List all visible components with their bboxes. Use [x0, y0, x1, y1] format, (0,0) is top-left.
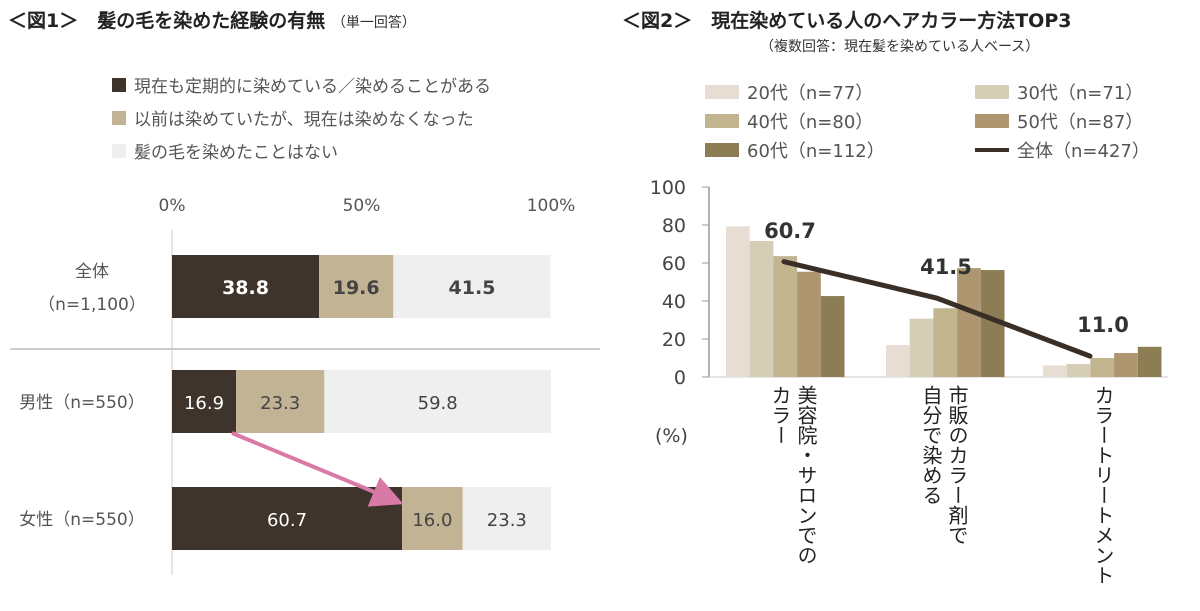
data-label: 16.0 [412, 510, 452, 531]
line-data-label: 41.5 [920, 255, 972, 279]
y-tick-label: 100 [650, 177, 686, 199]
y-tick-label: 0 [674, 367, 686, 389]
bar [749, 240, 774, 377]
bar [957, 268, 981, 377]
bar-segment [324, 370, 551, 433]
line-data-label: 60.7 [764, 219, 816, 243]
bar-segment [402, 487, 463, 550]
legend-label: 以前は染めていたが、現在は染めなくなった [134, 110, 474, 130]
category-label: 女性（n=550） [19, 510, 144, 530]
bar-segment [319, 255, 394, 318]
bar-segment [393, 255, 551, 318]
legend-item: 以前は染めていたが、現在は染めなくなった [112, 105, 474, 130]
chart1-title: ＜図1＞ 髪の毛を染めた経験の有無 （単一回答） [8, 10, 416, 32]
legend-swatch [975, 85, 1009, 99]
legend-item: 20代（n=77） [705, 79, 873, 105]
legend-label: 全体（n=427） [1017, 141, 1150, 162]
y-tick-label: 40 [662, 291, 686, 313]
legend-label: 50代（n=87） [1017, 112, 1144, 133]
bar [980, 270, 1005, 377]
y-tick-label: 60 [662, 253, 686, 275]
bar [1090, 358, 1115, 377]
bar [820, 296, 845, 377]
y-tick-label: 80 [662, 215, 686, 237]
bar-segment [172, 255, 320, 318]
bar [726, 226, 750, 377]
x-tick-label: 50% [343, 196, 381, 216]
chart2-title: ＜図2＞ 現在染めている人のヘアカラー方法TOP3 [622, 10, 1072, 32]
data-label: 23.3 [260, 393, 300, 414]
data-label: 60.7 [267, 510, 307, 531]
data-label: 23.3 [487, 510, 527, 531]
legend-label: 40代（n=80） [747, 112, 874, 133]
category-label: 市販のカラー剤で 自分で染める [919, 385, 969, 545]
bar [1043, 365, 1067, 377]
bar [886, 345, 910, 377]
data-label: 59.8 [418, 393, 458, 414]
legend-swatch [705, 114, 739, 128]
legend-item: 40代（n=80） [705, 108, 873, 134]
legend-swatch [112, 110, 126, 125]
annotation-arrow [231, 431, 404, 507]
y-axis-label: (%) [655, 425, 688, 447]
data-label: 41.5 [449, 277, 496, 299]
category-label: 美容院・サロンでの カラー [768, 385, 818, 565]
bar-segment [462, 487, 551, 550]
bar [909, 318, 934, 377]
legend-label: 60代（n=112） [747, 141, 885, 162]
bar [1137, 346, 1162, 377]
category-label: 男性（n=550） [19, 393, 144, 413]
bar-segment [172, 487, 403, 550]
bar-segment [236, 370, 325, 433]
legend-item: 現在も定期的に染めている／染めることがある [112, 72, 491, 97]
data-label: 19.6 [333, 277, 380, 299]
legend-line-swatch [975, 148, 1009, 152]
legend-swatch [975, 114, 1009, 128]
bar [797, 271, 821, 377]
total-line [781, 259, 1093, 359]
x-tick-label: 0% [159, 196, 186, 216]
bar [1066, 364, 1091, 377]
legend-label: 髪の毛を染めたことはない [134, 143, 338, 163]
bar-segment [172, 370, 237, 433]
chart1-svg: 0% 50% 100% 全体 （n=1,100） 38.8 19.6 41.5 男性（n=550… [10, 196, 600, 575]
line-data-label: 11.0 [1077, 313, 1129, 337]
legend-swatch [705, 143, 739, 157]
y-tick-label: 20 [662, 329, 686, 351]
legend-item: 30代（n=71） [975, 79, 1143, 105]
legend-swatch [112, 143, 126, 158]
legend-item: 髪の毛を染めたことはない [112, 138, 338, 163]
legend-item: 60代（n=112） [705, 137, 885, 163]
legend-label: 30代（n=71） [1017, 83, 1144, 104]
bar [1114, 353, 1138, 377]
legend-item: 全体（n=427） [975, 137, 1150, 163]
chart1-subtitle: （単一回答） [331, 15, 416, 31]
category-label: カラートリートメント [1091, 385, 1115, 585]
x-tick-label: 100% [527, 196, 576, 216]
chart2-subtitle: （複数回答：現在髪を染めている人ベース） [760, 39, 1040, 55]
legend-swatch [112, 77, 126, 92]
data-label: 16.9 [184, 393, 224, 414]
data-label: 38.8 [222, 277, 269, 299]
category-n: （n=1,100） [38, 295, 146, 315]
legend-label: 20代（n=77） [747, 83, 874, 104]
legend-swatch [705, 85, 739, 99]
bar [933, 308, 958, 377]
bar [773, 256, 798, 377]
legend-label: 現在も定期的に染めている／染めることがある [134, 77, 491, 97]
legend-item: 50代（n=87） [975, 108, 1143, 134]
category-label: 全体 [75, 262, 109, 282]
